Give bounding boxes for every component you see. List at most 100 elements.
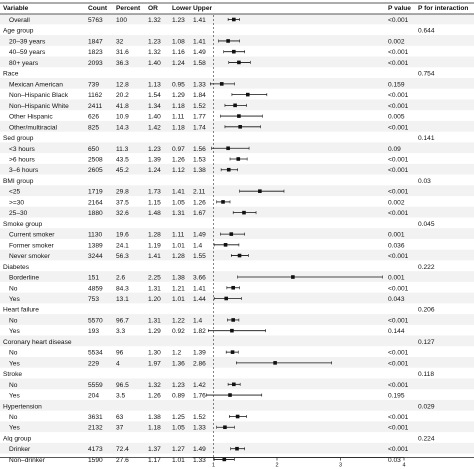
column-header-or: OR	[148, 5, 158, 12]
row-band	[0, 335, 474, 347]
point-estimate	[230, 328, 234, 333]
point-estimate	[237, 114, 241, 118]
p-value: <0.001	[388, 156, 409, 163]
column-header-upper: Upper	[193, 5, 212, 12]
percent-value: 41.8	[116, 103, 129, 110]
percent-value: 100	[116, 17, 127, 24]
upper-value: 3.66	[193, 275, 206, 282]
point-estimate	[224, 296, 228, 301]
count-value: 5570	[88, 317, 103, 324]
count-value: 1130	[88, 232, 103, 239]
or-value: 1.13	[148, 81, 161, 88]
percent-value: 12.8	[116, 81, 129, 88]
lower-value: 1.23	[172, 382, 185, 389]
or-value: 1.19	[148, 242, 161, 249]
p-interaction-value: 0.03	[418, 178, 431, 185]
percent-value: 32.6	[116, 210, 129, 217]
point-estimate	[221, 200, 225, 204]
or-value: 1.39	[148, 156, 161, 163]
row-label: Non–Hispanic White	[9, 103, 69, 110]
point-estimate	[233, 103, 237, 108]
count-value: 229	[88, 360, 99, 367]
point-estimate	[228, 393, 232, 397]
lower-value: 1.26	[172, 156, 185, 163]
row-label: >=30	[9, 199, 24, 206]
or-value: 1.31	[148, 285, 161, 292]
row-band	[0, 314, 474, 325]
column-header-variable: Variable	[3, 5, 29, 12]
lower-value: 1.12	[172, 167, 185, 174]
p-value: 0.09	[388, 146, 401, 153]
lower-value: 1.05	[172, 199, 185, 206]
row-label: Yes	[9, 425, 20, 432]
point-estimate	[231, 285, 235, 290]
count-value: 1162	[88, 92, 103, 99]
or-value: 1.73	[148, 189, 161, 196]
count-value: 2411	[88, 103, 103, 110]
p-value: <0.001	[388, 103, 409, 110]
percent-value: 36.3	[116, 60, 129, 67]
row-label: Other Hispanic	[9, 114, 53, 121]
percent-value: 19.6	[116, 232, 129, 239]
upper-value: 2.86	[193, 360, 206, 367]
row-label: 25–30	[9, 210, 28, 217]
lower-value: 1.11	[172, 114, 185, 121]
p-value: 0.001	[388, 275, 405, 282]
point-estimate	[226, 39, 230, 43]
lower-value: 1.27	[172, 446, 185, 453]
count-value: 5559	[88, 382, 103, 389]
point-estimate	[232, 49, 236, 54]
upper-value: 1.49	[193, 49, 206, 56]
count-value: 3631	[88, 414, 103, 421]
upper-value: 1.52	[193, 103, 206, 110]
lower-value: 1.2	[172, 350, 181, 357]
upper-value: 1.58	[193, 60, 206, 67]
point-estimate	[235, 446, 239, 451]
p-value: 0.005	[388, 114, 405, 121]
p-interaction-value: 0.029	[418, 403, 435, 410]
upper-value: 2.11	[193, 189, 206, 196]
lower-value: 1.41	[172, 189, 185, 196]
or-value: 1.23	[148, 38, 161, 45]
count-value: 3244	[88, 253, 103, 260]
row-label: 40–59 years	[9, 49, 46, 56]
p-value: <0.001	[388, 210, 409, 217]
p-value: 0.159	[388, 81, 405, 88]
group-label: Heart failure	[3, 307, 39, 314]
column-header-count: Count	[88, 5, 108, 12]
count-value: 753	[88, 296, 99, 303]
or-value: 1.40	[148, 60, 161, 67]
point-estimate	[258, 189, 262, 193]
group-label: Alq group	[3, 435, 32, 442]
p-interaction-value: 0.045	[418, 221, 435, 228]
count-value: 4859	[88, 285, 103, 292]
upper-value: 1.49	[193, 446, 206, 453]
lower-value: 1.23	[172, 17, 185, 24]
or-value: 1.26	[148, 393, 161, 400]
lower-value: 1.38	[172, 275, 185, 282]
row-label: >6 hours	[9, 156, 36, 163]
point-estimate	[226, 146, 230, 151]
row-label: <3 hours	[9, 146, 36, 153]
p-value: <0.001	[388, 92, 409, 99]
percent-value: 56.3	[116, 253, 129, 260]
percent-value: 96	[116, 350, 124, 357]
p-interaction-value: 0.206	[418, 307, 435, 314]
row-band	[0, 292, 474, 304]
p-value: 0.144	[388, 328, 405, 335]
count-value: 4173	[88, 446, 103, 453]
row-label: 80+ years	[9, 60, 39, 67]
count-value: 2093	[88, 60, 103, 67]
row-label: Overall	[9, 17, 30, 24]
p-interaction-value: 0.127	[418, 339, 435, 346]
group-label: Stroke	[3, 371, 22, 378]
row-label: Former smoker	[9, 242, 54, 249]
lower-value: 1.28	[172, 253, 185, 260]
p-interaction-value: 0.141	[418, 135, 435, 142]
row-label: Yes	[9, 328, 20, 335]
lower-value: 0.95	[172, 81, 185, 88]
point-estimate	[222, 457, 227, 462]
p-value: <0.001	[388, 382, 409, 389]
lower-value: 1.01	[172, 296, 185, 303]
p-interaction-value: 0.754	[418, 71, 435, 78]
